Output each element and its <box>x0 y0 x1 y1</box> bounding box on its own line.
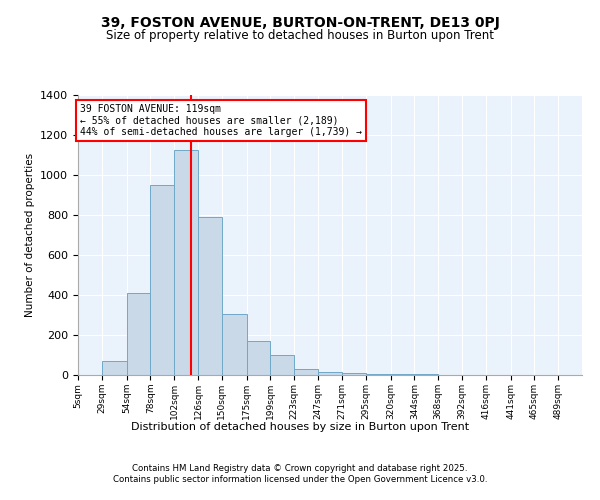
Text: Distribution of detached houses by size in Burton upon Trent: Distribution of detached houses by size … <box>131 422 469 432</box>
Bar <box>198 217 222 375</box>
Text: Contains public sector information licensed under the Open Government Licence v3: Contains public sector information licen… <box>113 476 487 484</box>
Bar <box>391 374 415 375</box>
Bar <box>366 374 391 375</box>
Bar <box>222 314 247 375</box>
Bar <box>342 373 366 375</box>
Bar <box>247 341 271 375</box>
Bar <box>102 361 127 375</box>
Text: 39, FOSTON AVENUE, BURTON-ON-TRENT, DE13 0PJ: 39, FOSTON AVENUE, BURTON-ON-TRENT, DE13… <box>101 16 499 30</box>
Y-axis label: Number of detached properties: Number of detached properties <box>25 153 35 317</box>
Bar <box>318 372 342 375</box>
Bar <box>271 355 294 375</box>
Bar <box>127 293 151 375</box>
Bar <box>151 185 174 375</box>
Text: Contains HM Land Registry data © Crown copyright and database right 2025.: Contains HM Land Registry data © Crown c… <box>132 464 468 473</box>
Bar <box>294 368 318 375</box>
Text: 39 FOSTON AVENUE: 119sqm
← 55% of detached houses are smaller (2,189)
44% of sem: 39 FOSTON AVENUE: 119sqm ← 55% of detach… <box>80 104 362 137</box>
Bar <box>174 150 198 375</box>
Bar <box>415 374 438 375</box>
Text: Size of property relative to detached houses in Burton upon Trent: Size of property relative to detached ho… <box>106 28 494 42</box>
